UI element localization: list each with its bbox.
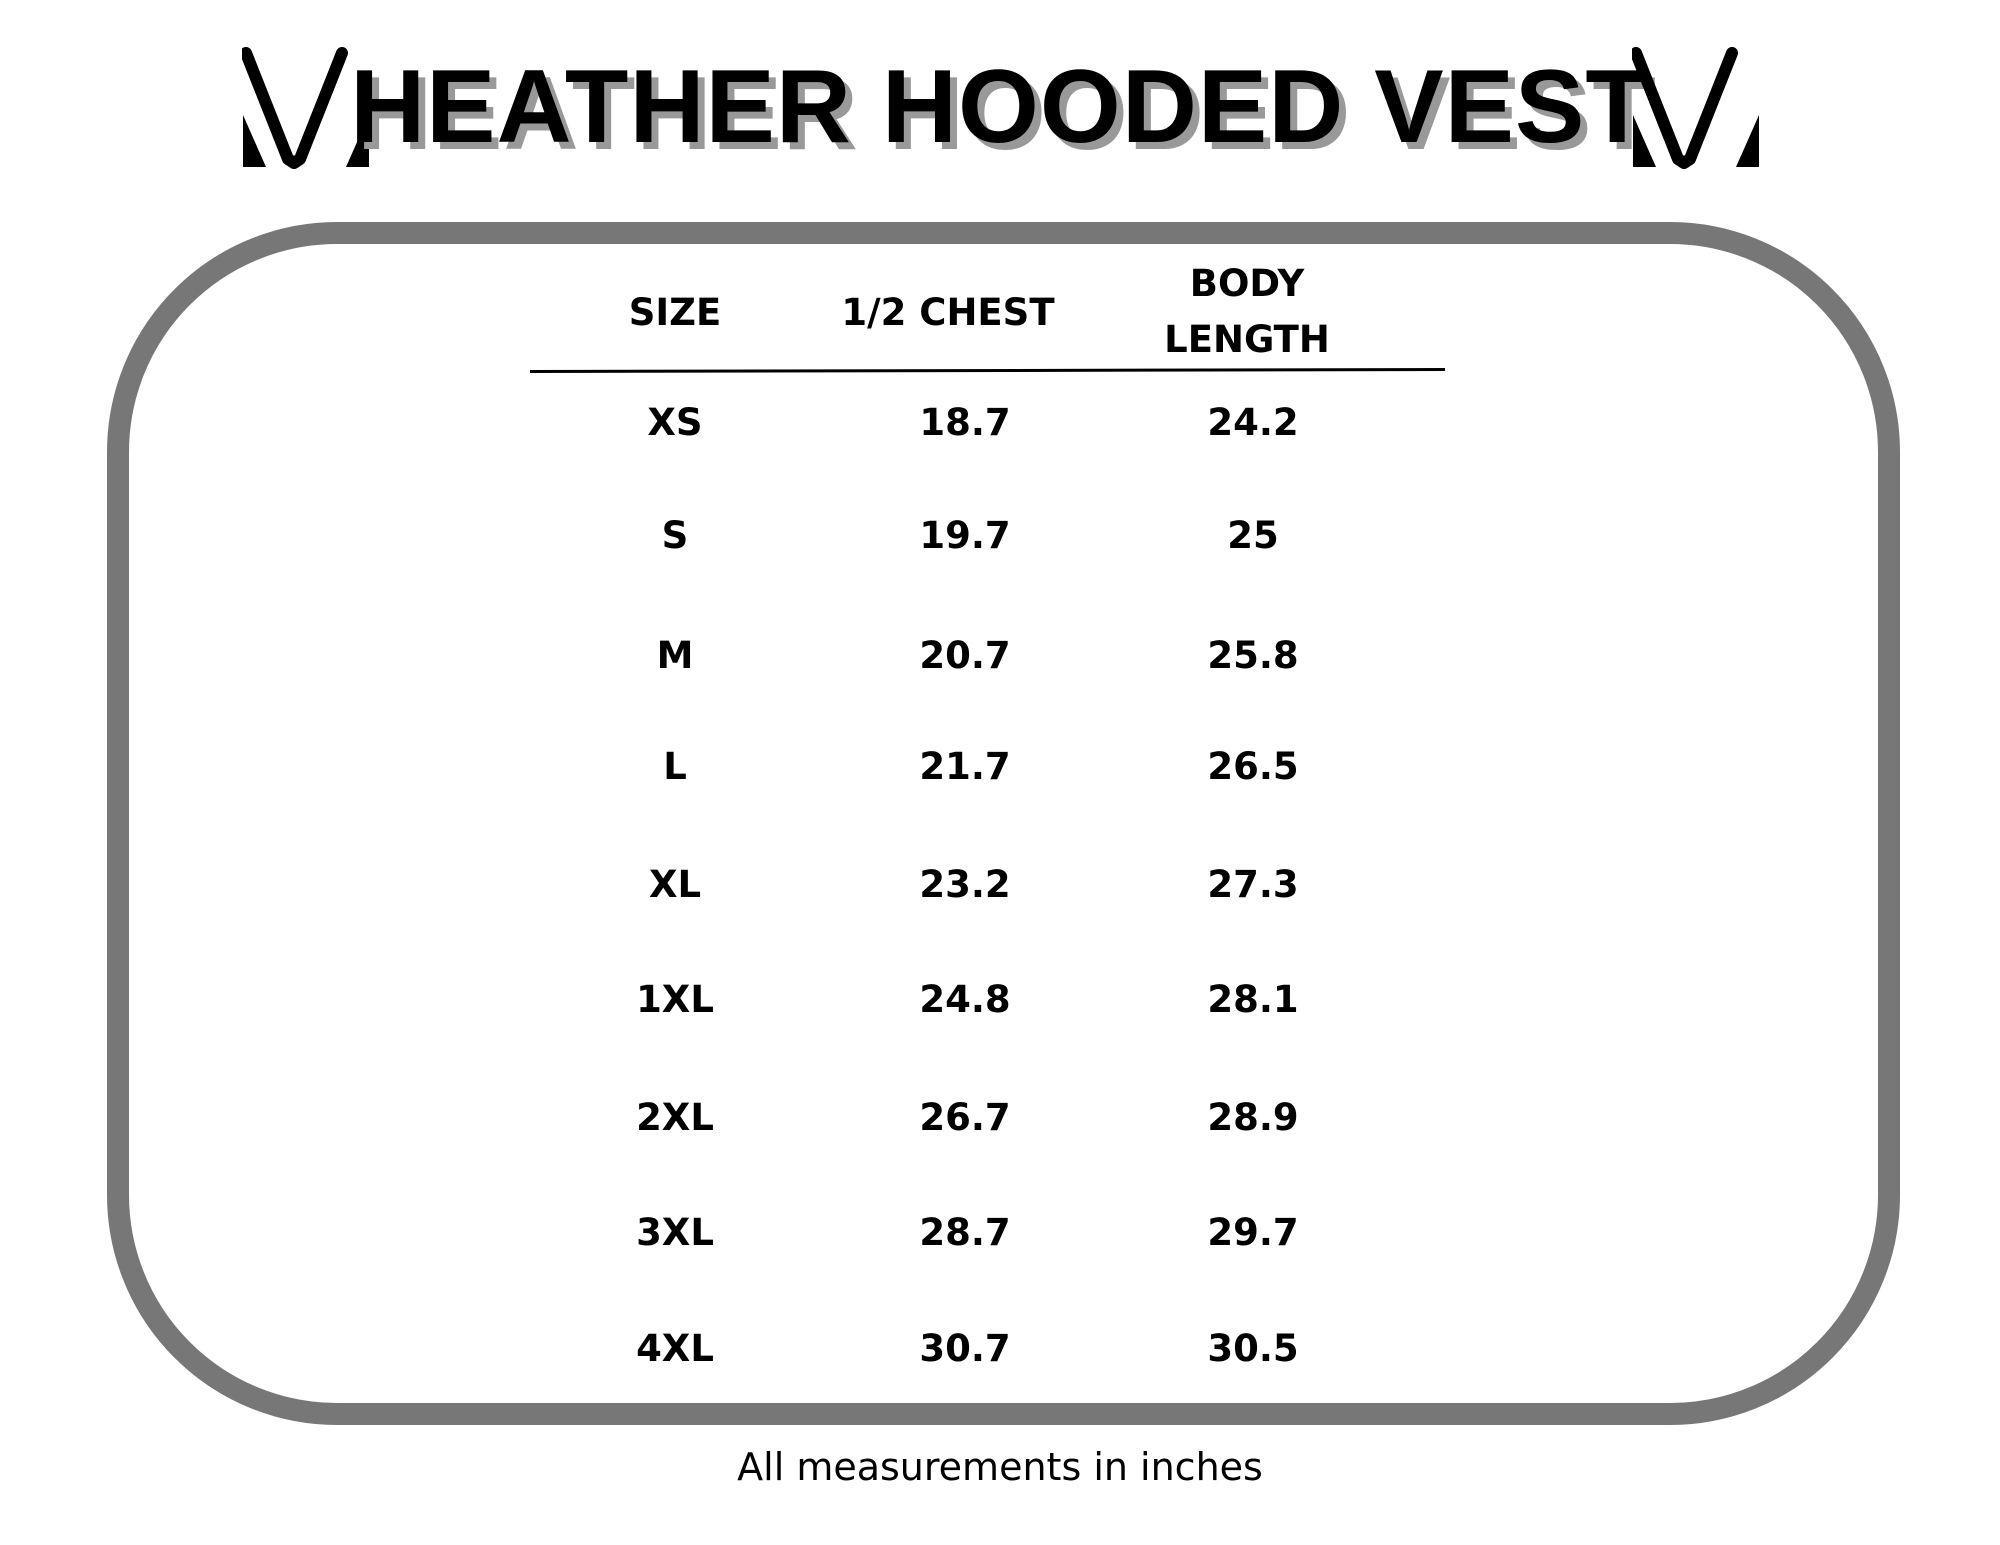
logo-icon (1632, 47, 1759, 169)
size-cell: 1XL (636, 978, 714, 1021)
length-cell: 28.1 (1207, 978, 1299, 1021)
length-cell: 29.7 (1207, 1211, 1299, 1254)
chest-cell: 21.7 (919, 745, 1011, 788)
length-cell: 30.5 (1207, 1327, 1299, 1370)
header-length: LENGTH (1164, 318, 1330, 361)
chest-cell: 19.7 (919, 514, 1011, 557)
chest-cell: 26.7 (919, 1096, 1011, 1139)
size-cell: XL (648, 863, 702, 906)
chest-cell: 30.7 (919, 1327, 1011, 1370)
chest-cell: 28.7 (919, 1211, 1011, 1254)
size-cell: 4XL (636, 1327, 714, 1370)
header-body: BODY (1189, 262, 1305, 305)
length-cell: 27.3 (1207, 863, 1299, 906)
size-chart-frame (107, 222, 1900, 1425)
logo-icon (242, 47, 369, 169)
size-cell: 2XL (636, 1096, 714, 1139)
size-cell: S (661, 514, 689, 557)
footer-note: All measurements in inches (737, 1445, 1263, 1489)
page-title: HEATHER HOODED VEST (350, 49, 1650, 165)
length-cell: 28.9 (1207, 1096, 1299, 1139)
chest-cell: 18.7 (919, 401, 1011, 444)
size-cell: XS (647, 401, 703, 444)
length-cell: 25 (1227, 514, 1279, 557)
size-cell: L (663, 745, 687, 788)
length-cell: 24.2 (1207, 401, 1299, 444)
chest-cell: 23.2 (919, 863, 1011, 906)
chest-cell: 20.7 (919, 634, 1011, 677)
header-chest: 1/2 CHEST (841, 291, 1055, 334)
length-cell: 26.5 (1207, 745, 1299, 788)
size-cell: 3XL (636, 1211, 714, 1254)
length-cell: 25.8 (1207, 634, 1299, 677)
size-cell: M (656, 634, 694, 677)
chest-cell: 24.8 (919, 978, 1011, 1021)
header-size: SIZE (628, 291, 722, 334)
